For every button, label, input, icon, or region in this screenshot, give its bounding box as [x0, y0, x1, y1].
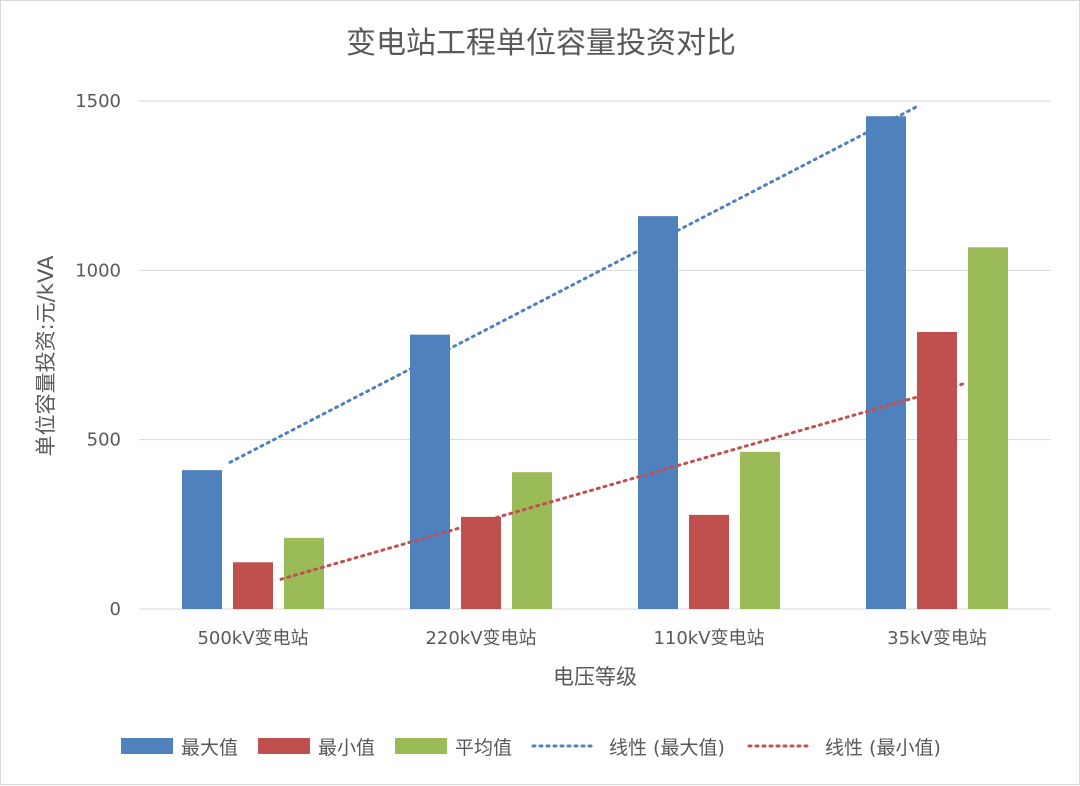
- y-axis-title: 单位容量投资:元/kVA: [34, 255, 58, 456]
- y-tick-label: 1000: [75, 260, 121, 281]
- y-axis-ticks: 0 500 1000 1500: [75, 91, 121, 620]
- y-tick-label: 500: [87, 430, 121, 451]
- legend-label: 最小值: [318, 737, 375, 759]
- bar-平均值-220kV变电站: [512, 472, 552, 609]
- x-tick-label: 220kV变电站: [425, 628, 536, 649]
- x-axis-ticks: 500kV变电站 220kV变电站 110kV变电站 35kV变电站: [197, 628, 986, 649]
- x-axis-title: 电压等级: [553, 665, 637, 689]
- legend-label: 平均值: [455, 737, 512, 759]
- legend: 最大值 最小值 平均值 线性 (最大值) 线性 (最小值): [121, 737, 941, 759]
- bar-最大值-500kV变电站: [182, 470, 222, 609]
- legend-swatch: [121, 738, 173, 754]
- legend-swatch: [258, 738, 310, 754]
- legend-swatch: [395, 738, 447, 754]
- bar-平均值-35kV变电站: [968, 247, 1008, 609]
- bar-最大值-35kV变电站: [866, 116, 906, 610]
- bar-最小值-35kV变电站: [917, 331, 957, 609]
- legend-label: 线性 (最大值): [609, 737, 725, 759]
- trendline-1: [279, 381, 969, 581]
- bar-最小值-220kV变电站: [461, 516, 501, 609]
- legend-label: 线性 (最小值): [825, 737, 941, 759]
- bar-最小值-110kV变电站: [689, 514, 729, 609]
- x-tick-label: 500kV变电站: [197, 628, 308, 649]
- gridlines: [139, 100, 1051, 610]
- bar-最大值-110kV变电站: [638, 216, 678, 609]
- trendline-0: [228, 105, 918, 464]
- x-tick-label: 35kV变电站: [887, 628, 987, 649]
- bar-最小值-500kV变电站: [233, 562, 273, 609]
- y-tick-label: 1500: [75, 91, 121, 112]
- legend-label: 最大值: [181, 737, 238, 759]
- chart-title: 变电站工程单位容量投资对比: [346, 26, 736, 61]
- x-tick-label: 110kV变电站: [653, 628, 764, 649]
- y-tick-label: 0: [110, 599, 121, 620]
- bars: [182, 116, 1008, 610]
- bar-最大值-220kV变电站: [410, 334, 450, 609]
- trendlines: [228, 105, 969, 581]
- bar-平均值-110kV变电站: [740, 451, 780, 609]
